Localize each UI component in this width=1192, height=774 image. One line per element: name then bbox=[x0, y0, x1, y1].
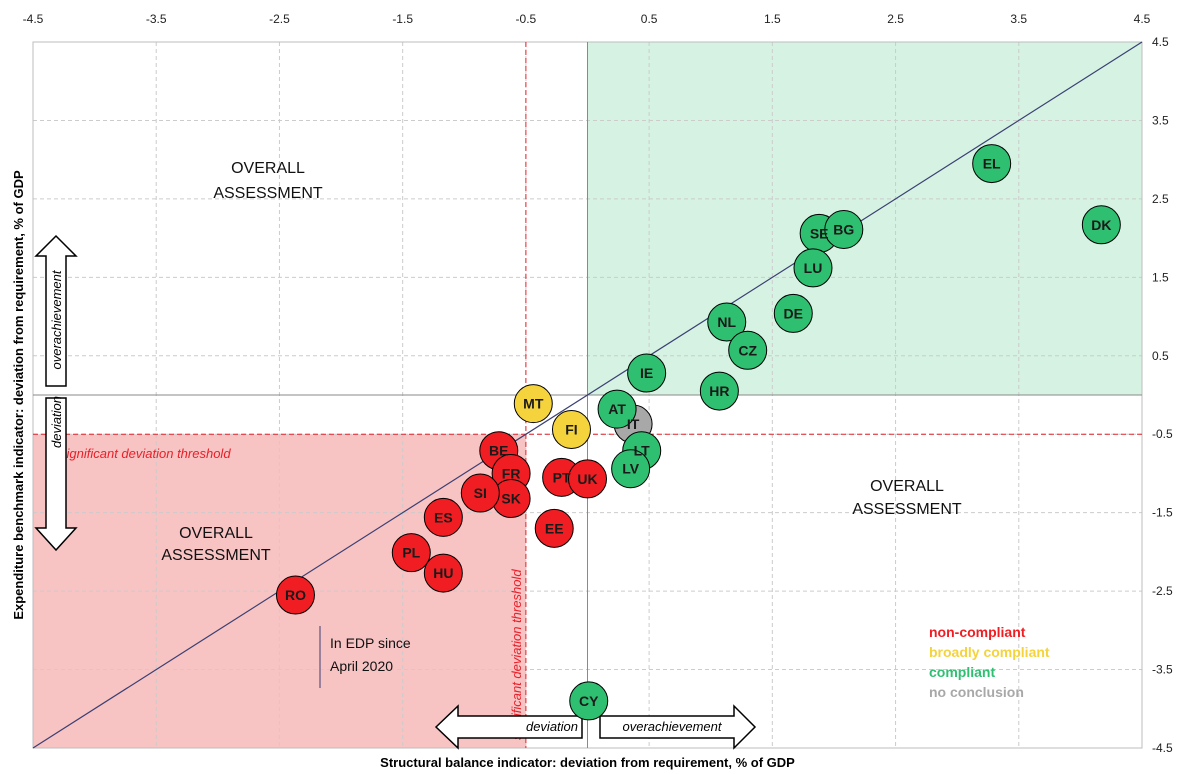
y-tick-label: -3.5 bbox=[1152, 663, 1173, 677]
legend-entry: compliant bbox=[929, 664, 995, 680]
point-label-ie: IE bbox=[640, 365, 653, 381]
point-label-es: ES bbox=[434, 509, 453, 525]
point-ro bbox=[275, 575, 315, 615]
point-ie bbox=[627, 353, 667, 393]
point-label-nl: NL bbox=[717, 314, 736, 330]
arrow-label-overachievement-vertical: overachievement bbox=[49, 269, 64, 369]
arrow-up-overachievement bbox=[34, 234, 78, 387]
point-label-el: EL bbox=[983, 156, 1001, 172]
point-label-lt: LT bbox=[634, 443, 651, 459]
y-tick-label: 0.5 bbox=[1152, 349, 1169, 363]
quadrant-label-top-left: ASSESSMENT bbox=[213, 185, 323, 202]
point-dk bbox=[1081, 205, 1121, 245]
x-tick-label: 3.5 bbox=[1010, 12, 1027, 26]
point-label-fr: FR bbox=[502, 465, 521, 481]
point-el bbox=[972, 144, 1012, 184]
diagonal-line bbox=[32, 41, 1143, 749]
y-tick-label: -2.5 bbox=[1152, 584, 1173, 598]
legend-entry: broadly compliant bbox=[929, 644, 1050, 660]
x-tick-label: -3.5 bbox=[146, 12, 167, 26]
point-label-fi: FI bbox=[565, 422, 577, 438]
point-ee bbox=[534, 508, 574, 548]
point-de bbox=[773, 293, 813, 333]
point-label-hr: HR bbox=[709, 383, 729, 399]
point-uk bbox=[568, 459, 607, 499]
threshold-label-vertical: significant deviation threshold bbox=[509, 569, 524, 740]
x-tick-label: -2.5 bbox=[269, 12, 290, 26]
point-label-sk: SK bbox=[501, 491, 520, 507]
y-tick-label: -1.5 bbox=[1152, 506, 1173, 520]
x-tick-label: 2.5 bbox=[887, 12, 904, 26]
threshold-label-horizontal: significant deviation threshold bbox=[60, 446, 231, 461]
point-label-ee: EE bbox=[545, 520, 564, 536]
point-label-pt: PT bbox=[553, 469, 571, 485]
y-axis-title: Expenditure benchmark indicator: deviati… bbox=[11, 170, 26, 620]
point-label-hu: HU bbox=[433, 565, 453, 581]
x-axis-title: Structural balance indicator: deviation … bbox=[380, 755, 795, 770]
point-label-lv: LV bbox=[622, 461, 640, 477]
arrow-label-deviation-horizontal: deviation bbox=[526, 719, 578, 734]
point-label-be: BE bbox=[489, 443, 508, 459]
point-cy bbox=[569, 681, 609, 721]
arrow-label-deviation-vertical: deviation bbox=[49, 396, 64, 448]
y-tick-label: 1.5 bbox=[1152, 270, 1169, 284]
point-label-si: SI bbox=[474, 485, 487, 501]
y-tick-label: 4.5 bbox=[1152, 35, 1169, 49]
y-tick-label: 3.5 bbox=[1152, 113, 1169, 127]
arrow-down-deviation bbox=[34, 397, 78, 552]
legend-entry: non-compliant bbox=[929, 624, 1026, 640]
point-label-cz: CZ bbox=[738, 342, 757, 358]
arrow-left-deviation bbox=[434, 704, 583, 750]
point-at bbox=[597, 389, 637, 429]
x-tick-label: 4.5 bbox=[1134, 12, 1151, 26]
point-lv bbox=[611, 449, 651, 489]
point-label-dk: DK bbox=[1091, 217, 1111, 233]
x-tick-label: -4.5 bbox=[23, 12, 44, 26]
point-bg bbox=[824, 209, 864, 249]
quadrant-label-bottom-left: ASSESSMENT bbox=[161, 547, 271, 564]
point-cz bbox=[728, 330, 768, 370]
point-label-mt: MT bbox=[523, 396, 544, 412]
quadrant-label-right: ASSESSMENT bbox=[852, 501, 962, 518]
y-tick-label: -0.5 bbox=[1152, 427, 1173, 441]
point-mt bbox=[513, 384, 553, 424]
point-label-it: IT bbox=[627, 416, 640, 432]
point-label-at: AT bbox=[608, 401, 626, 417]
point-es bbox=[423, 497, 463, 537]
legend-entry: no conclusion bbox=[929, 684, 1024, 700]
y-tick-label: 2.5 bbox=[1152, 192, 1169, 206]
point-hu bbox=[423, 553, 463, 593]
quadrant-label-right: OVERALL bbox=[870, 478, 944, 495]
point-label-de: DE bbox=[784, 305, 803, 321]
point-si bbox=[460, 473, 500, 513]
quadrant-label-top-left: OVERALL bbox=[231, 160, 305, 177]
point-nl bbox=[707, 302, 747, 342]
point-label-pl: PL bbox=[402, 545, 420, 561]
quadrant-label-bottom-left: OVERALL bbox=[179, 525, 253, 542]
point-hr bbox=[699, 371, 739, 411]
arrow-right-overachievement bbox=[599, 704, 757, 750]
point-label-ro: RO bbox=[285, 587, 306, 603]
point-label-lu: LU bbox=[804, 260, 823, 276]
x-tick-label: -1.5 bbox=[392, 12, 413, 26]
x-tick-label: -0.5 bbox=[516, 12, 537, 26]
x-tick-label: 0.5 bbox=[641, 12, 658, 26]
point-lu bbox=[793, 248, 833, 288]
x-tick-label: 1.5 bbox=[764, 12, 781, 26]
point-label-se: SE bbox=[810, 225, 829, 241]
y-tick-label: -4.5 bbox=[1152, 741, 1173, 755]
arrow-label-overachievement-horizontal: overachievement bbox=[623, 719, 723, 734]
note-text: In EDP since bbox=[330, 635, 411, 651]
note-text: April 2020 bbox=[330, 658, 393, 674]
point-label-bg: BG bbox=[833, 221, 854, 237]
point-fi bbox=[551, 410, 591, 450]
point-label-cy: CY bbox=[579, 693, 599, 709]
point-pl bbox=[391, 533, 431, 573]
point-label-uk: UK bbox=[577, 471, 597, 487]
